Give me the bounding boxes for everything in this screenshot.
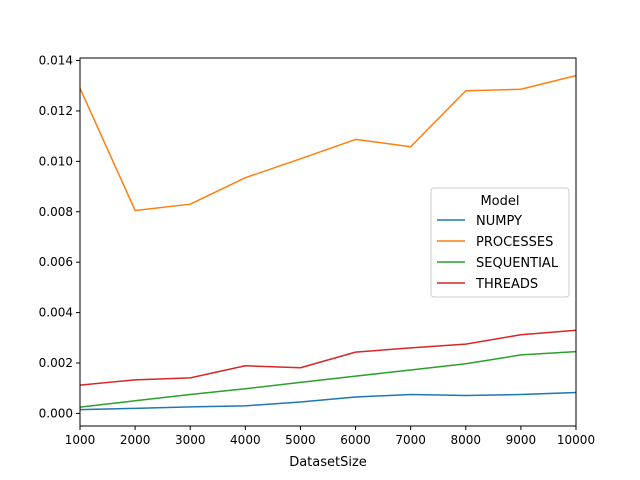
x-tick-label: 10000: [557, 433, 595, 447]
plot-frame: [79, 57, 577, 427]
y-tick-label: 0.002: [39, 356, 73, 370]
y-tick-label: 0.006: [39, 255, 73, 269]
x-tick-label: 6000: [340, 433, 371, 447]
x-tick-label: 5000: [285, 433, 316, 447]
series-line-threads: [79, 329, 577, 386]
y-tick-label: 0.008: [39, 205, 73, 219]
y-tick-label: 0.014: [39, 54, 73, 68]
legend-label-threads: THREADS: [475, 277, 538, 292]
plot-lines: [79, 74, 577, 411]
legend-box: [430, 187, 570, 298]
y-tick-label: 0.004: [39, 306, 73, 320]
y-tick-label: 0.000: [39, 406, 73, 420]
x-tick-label: 1000: [65, 433, 96, 447]
legend: Model NUMPY PROCESSES SEQUENTIAL THREADS: [430, 187, 570, 298]
legend-label-sequential: SEQUENTIAL: [476, 256, 559, 271]
legend-label-numpy: NUMPY: [476, 214, 522, 229]
x-tick-label: 9000: [506, 433, 537, 447]
x-tick-label: 3000: [175, 433, 206, 447]
x-tick-label: 7000: [395, 433, 426, 447]
legend-label-processes: PROCESSES: [476, 235, 553, 250]
y-tick-label: 0.012: [39, 104, 73, 118]
x-tick-label: 2000: [120, 433, 151, 447]
legend-title: Model: [480, 194, 519, 209]
series-line-numpy: [79, 391, 577, 411]
x-tick-label: 8000: [451, 433, 482, 447]
x-axis-title: DatasetSize: [289, 455, 367, 470]
x-tick-label: 4000: [230, 433, 261, 447]
series-line-sequential: [79, 350, 577, 408]
series-line-processes: [79, 74, 577, 212]
y-axis: 0.000 0.002 0.004 0.006 0.008 0.010 0.012 0.014: [39, 54, 80, 420]
y-tick-label: 0.010: [39, 154, 73, 168]
x-axis: 1000 2000 3000 4000 5000 6000 7000 8000 9000 1000…: [65, 426, 595, 447]
